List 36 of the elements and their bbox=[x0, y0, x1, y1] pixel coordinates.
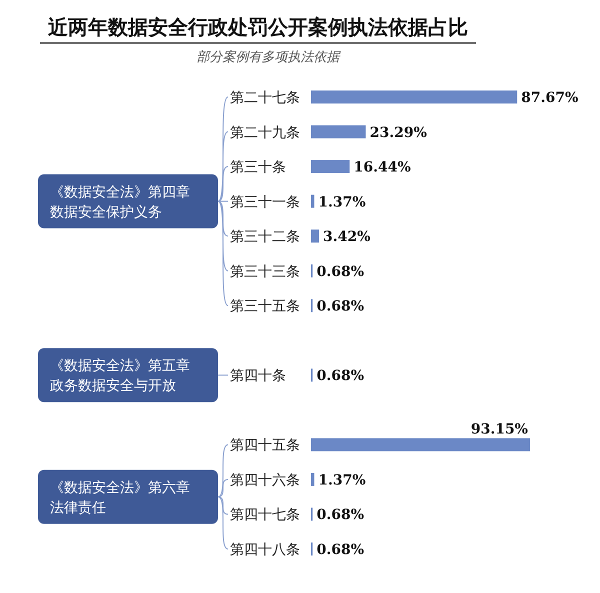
data-label: 0.68% bbox=[316, 264, 364, 280]
bar bbox=[311, 194, 314, 208]
bar bbox=[311, 438, 530, 452]
data-label: 16.44% bbox=[354, 160, 411, 176]
y-tick-label: 第二十七条 bbox=[230, 90, 300, 106]
data-label: 23.29% bbox=[370, 124, 427, 141]
bar bbox=[311, 160, 350, 174]
chart-title: 近两年数据安全行政处罚公开案例执法依据占比 bbox=[47, 15, 468, 39]
text: 《数据安全法》第六章法律责任 bbox=[50, 480, 190, 516]
y-tick-label: 第二十九条 bbox=[230, 124, 300, 141]
y-tick-label: 第四十条 bbox=[230, 368, 286, 384]
data-label: 1.37% bbox=[318, 194, 366, 210]
bar bbox=[311, 90, 518, 104]
y-tick-label: 第三十条 bbox=[230, 160, 286, 176]
y-tick-label: 第四十七条 bbox=[230, 507, 300, 524]
y-tick-label: 第三十一条 bbox=[230, 194, 300, 210]
data-label: 0.68% bbox=[316, 542, 364, 558]
data-label: 87.67% bbox=[521, 90, 578, 106]
y-tick-label: 第三十二条 bbox=[230, 229, 300, 246]
data-label: 93.15% bbox=[470, 422, 528, 438]
chart-subtitle: 部分案例有多项执法依据 bbox=[196, 49, 342, 65]
y-tick-label: 第三十三条 bbox=[230, 264, 300, 280]
data-label: 0.68% bbox=[316, 507, 364, 524]
text: 《数据安全法》第四章数据安全保护义务 bbox=[50, 184, 190, 220]
y-tick-label: 第四十八条 bbox=[230, 542, 300, 558]
data-label: 3.42% bbox=[323, 229, 370, 246]
text: 《数据安全法》第五章政务数据安全与开放 bbox=[50, 358, 190, 394]
data-label: 0.68% bbox=[316, 298, 364, 315]
y-tick-label: 第三十五条 bbox=[230, 298, 300, 315]
y-tick-label: 第四十六条 bbox=[230, 472, 300, 488]
y-tick-label: 第四十五条 bbox=[230, 438, 300, 454]
bar bbox=[311, 472, 314, 486]
data-label: 0.68% bbox=[316, 368, 364, 384]
bar bbox=[311, 125, 366, 138]
bar bbox=[311, 230, 320, 243]
data-label: 1.37% bbox=[318, 472, 366, 488]
